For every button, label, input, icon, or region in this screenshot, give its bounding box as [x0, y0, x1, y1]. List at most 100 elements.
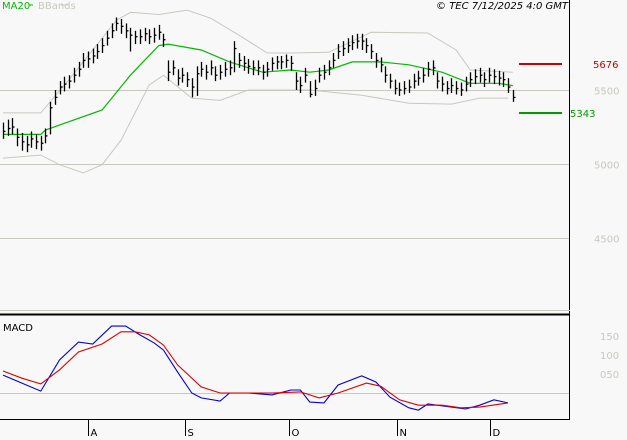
- ohlc-bar: [370, 44, 374, 59]
- ohlc-bar: [243, 55, 247, 71]
- ohlc-bar: [441, 76, 445, 92]
- ohlc-bar: [177, 69, 181, 86]
- ohlc-bar: [328, 60, 332, 76]
- ohlc-bar: [460, 82, 464, 96]
- ohlc-bar: [139, 29, 143, 45]
- price-tick-label: 5000: [594, 161, 619, 172]
- ohlc-bar: [323, 64, 327, 80]
- ohlc-bar: [210, 60, 214, 76]
- ohlc-bar: [413, 73, 417, 89]
- ohlc-bar: [295, 72, 299, 90]
- month-tick-label: O: [292, 428, 300, 439]
- ohlc-bar: [40, 135, 44, 151]
- ohlc-bar: [389, 73, 393, 89]
- ohlc-bar: [280, 55, 284, 70]
- ohlc-bar: [290, 55, 294, 71]
- ohlc-bar: [233, 41, 237, 73]
- ohlc-bar: [111, 23, 115, 39]
- bband-lower-line: [2, 74, 508, 174]
- ohlc-bar: [408, 79, 412, 93]
- copyright-timestamp: © TEC 7/12/2025 4:0 GMT: [436, 1, 569, 12]
- ohlc-bar: [337, 44, 341, 59]
- ohlc-bar: [483, 72, 487, 88]
- ohlc-bar: [450, 78, 454, 93]
- ohlc-bar: [144, 27, 148, 42]
- ohlc-bar: [200, 61, 204, 77]
- ohlc-bar: [11, 118, 15, 135]
- resistance-level-label: 5676: [593, 60, 618, 71]
- ohlc-bar: [63, 76, 67, 92]
- ma20-line: [3, 43, 513, 135]
- month-tick-label: A: [91, 428, 98, 439]
- ohlc-bar: [479, 67, 483, 83]
- ohlc-bar: [436, 72, 440, 89]
- ohlc-bar: [342, 41, 346, 56]
- ohlc-bar: [196, 66, 200, 96]
- ohlc-bar: [73, 67, 77, 83]
- ohlc-bar: [78, 61, 82, 77]
- ohlc-bar: [2, 122, 6, 139]
- ohlc-bar: [271, 57, 275, 71]
- ohlc-bar: [172, 60, 176, 76]
- ohlc-bar: [257, 60, 261, 76]
- ohlc-bar: [153, 27, 157, 43]
- ohlc-bar: [455, 81, 459, 95]
- ohlc-bar: [59, 81, 63, 95]
- ohlc-bar: [394, 79, 398, 95]
- month-tick-label: N: [400, 428, 407, 439]
- ohlc-bar: [332, 53, 336, 68]
- ohlc-bar: [158, 24, 162, 40]
- macd-panel-title: MACD: [3, 323, 33, 334]
- ohlc-bar: [380, 57, 384, 73]
- signal-line: [2, 331, 509, 409]
- support-level-label: 5343: [570, 109, 595, 120]
- ohlc-bar: [309, 81, 313, 98]
- ohlc-bar: [507, 78, 511, 93]
- ohlc-bar: [224, 61, 228, 77]
- ohlc-bar: [365, 38, 369, 53]
- month-tick-label: S: [188, 428, 194, 439]
- legend-bbands-label: BBands: [38, 1, 76, 12]
- ohlc-bar: [238, 53, 242, 68]
- ohlc-bar: [186, 72, 190, 88]
- ohlc-bar: [191, 78, 195, 98]
- ohlc-bar: [167, 60, 171, 82]
- ohlc-bar: [134, 30, 138, 45]
- ohlc-bar: [92, 48, 96, 64]
- ohlc-bar: [16, 128, 20, 147]
- ohlc-bar: [120, 18, 124, 34]
- ohlc-bar: [422, 67, 426, 83]
- macd-tick-label: 050: [600, 370, 619, 381]
- ohlc-bar: [361, 33, 365, 51]
- ohlc-bar: [512, 90, 516, 102]
- ohlc-bar: [427, 61, 431, 77]
- ohlc-bar: [498, 70, 502, 86]
- macd-line: [2, 325, 509, 411]
- ohlc-bar: [21, 132, 25, 151]
- ohlc-bar: [403, 81, 407, 95]
- ohlc-bar: [35, 134, 39, 150]
- ohlc-bar: [26, 135, 30, 153]
- price-tick-label: 4500: [594, 235, 619, 246]
- ohlc-bar: [502, 72, 506, 88]
- ohlc-bar: [318, 67, 322, 83]
- ohlc-bar: [229, 60, 233, 76]
- ohlc-bar: [148, 29, 152, 45]
- ohlc-bar: [181, 67, 185, 83]
- ohlc-bar: [314, 79, 318, 96]
- ohlc-bar: [384, 66, 388, 83]
- month-tick-label: D: [493, 428, 501, 439]
- ohlc-bar: [247, 58, 251, 74]
- price-tick-label: 5500: [594, 87, 619, 98]
- ohlc-bar: [417, 70, 421, 86]
- legend-ma20-label: MA20: [2, 1, 30, 12]
- ohlc-bar: [432, 60, 436, 76]
- ohlc-bar: [205, 64, 209, 80]
- ohlc-bar: [30, 131, 34, 148]
- ohlc-bar: [299, 76, 303, 93]
- ohlc-bar: [474, 69, 478, 85]
- ohlc-bar: [101, 38, 105, 53]
- ohlc-bar: [465, 76, 469, 92]
- ohlc-bar: [398, 82, 402, 96]
